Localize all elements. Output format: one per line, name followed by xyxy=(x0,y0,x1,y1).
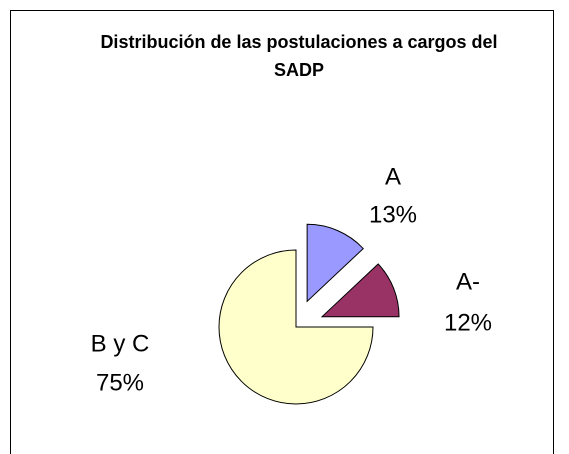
slice-label: B y C xyxy=(91,330,150,357)
frame xyxy=(10,10,554,454)
value-label: 75% xyxy=(96,369,144,396)
pie-slice xyxy=(218,249,374,405)
chart-title: Distribución de las postulaciones a carg… xyxy=(100,32,498,80)
value-label: 12% xyxy=(444,309,492,336)
pie-slice xyxy=(320,263,400,318)
slice-label: A xyxy=(385,163,401,190)
pie-slice xyxy=(306,223,364,303)
value-label: 13% xyxy=(369,201,417,228)
slice-label: A- xyxy=(456,268,480,295)
